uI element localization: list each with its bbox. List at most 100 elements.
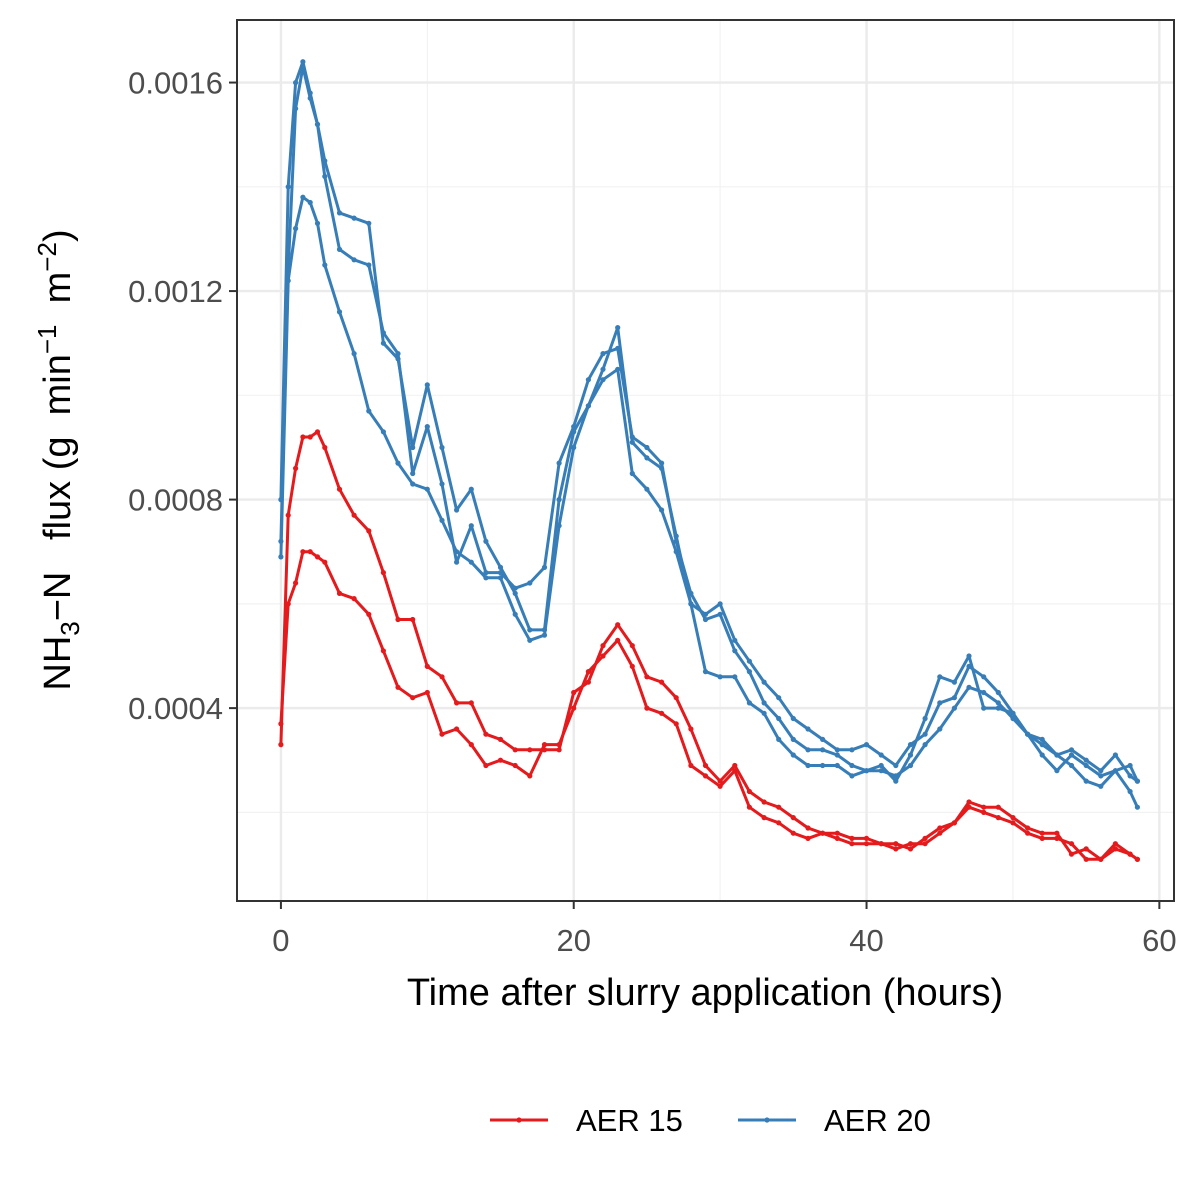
- data-point: [439, 481, 445, 487]
- data-point: [483, 762, 489, 769]
- data-point: [454, 700, 460, 706]
- data-point: [512, 747, 518, 753]
- data-point: [717, 601, 723, 607]
- data-point: [336, 309, 343, 315]
- data-point: [285, 601, 291, 607]
- y-tick-label: 0.0008: [128, 483, 223, 518]
- data-point: [380, 648, 386, 654]
- data-point: [995, 689, 1001, 696]
- data-point: [300, 549, 306, 555]
- data-point: [746, 700, 753, 706]
- data-point: [483, 575, 489, 581]
- data-point: [937, 700, 943, 706]
- data-point: [497, 570, 504, 576]
- data-point: [820, 830, 826, 836]
- data-point: [512, 590, 518, 597]
- data-point: [995, 705, 1001, 711]
- data-point: [644, 444, 650, 451]
- data-point: [863, 841, 870, 847]
- data-point: [585, 377, 592, 383]
- data-point: [629, 643, 635, 649]
- data-point: [483, 731, 489, 737]
- data-point: [1039, 835, 1045, 842]
- data-point: [1068, 841, 1075, 847]
- data-point: [1083, 778, 1089, 784]
- data-point: [834, 835, 840, 842]
- data-point: [995, 804, 1001, 810]
- data-point: [293, 80, 299, 86]
- data-point: [790, 752, 796, 758]
- data-point: [336, 486, 343, 492]
- data-point: [1039, 752, 1045, 758]
- data-point: [659, 710, 665, 716]
- data-point: [439, 731, 445, 737]
- data-point: [556, 742, 562, 748]
- data-point: [878, 768, 884, 774]
- legend-item-aer-20: AER 20: [738, 1103, 931, 1138]
- data-point: [717, 611, 723, 617]
- data-point: [702, 616, 709, 623]
- data-point: [761, 815, 767, 821]
- data-point: [966, 653, 972, 659]
- data-point: [1039, 830, 1045, 836]
- data-point: [307, 199, 313, 206]
- data-point: [556, 460, 562, 466]
- data-point: [1039, 736, 1045, 743]
- data-point: [395, 684, 401, 690]
- data-point: [278, 721, 284, 727]
- data-point: [717, 783, 723, 789]
- data-point: [717, 674, 723, 680]
- data-point: [981, 804, 987, 810]
- data-point: [995, 815, 1001, 821]
- data-point: [907, 846, 914, 852]
- data-point: [585, 403, 592, 409]
- y-axis-title-middle-2: m: [37, 272, 79, 325]
- data-point: [922, 731, 928, 737]
- data-point: [1068, 851, 1075, 857]
- data-point: [512, 585, 518, 591]
- data-point: [527, 747, 533, 753]
- legend-label-aer-15: AER 15: [576, 1103, 683, 1138]
- data-point: [1054, 830, 1060, 836]
- data-point: [556, 523, 562, 529]
- legend-key-point-aer-20: [764, 1117, 770, 1123]
- plot-panel-border: [236, 19, 1175, 902]
- y-axis-title: NH3−N flux (g min−1 m−2): [32, 229, 85, 690]
- data-point: [702, 762, 709, 769]
- data-point: [732, 762, 738, 769]
- y-axis-title-superscript-1: −1: [32, 324, 62, 354]
- data-point: [1098, 856, 1104, 862]
- data-point: [834, 762, 840, 769]
- data-point: [746, 804, 753, 810]
- data-point: [732, 637, 738, 643]
- grid-lines: [237, 20, 1174, 901]
- data-point: [863, 768, 870, 774]
- data-point: [1098, 783, 1104, 789]
- data-point: [527, 627, 533, 633]
- data-point: [278, 742, 284, 748]
- data-point: [805, 835, 811, 842]
- data-point: [322, 559, 328, 565]
- data-point: [395, 616, 401, 623]
- data-point: [336, 590, 343, 597]
- data-point: [527, 773, 533, 779]
- data-point: [424, 382, 430, 388]
- y-tick-label: 0.0016: [128, 66, 223, 101]
- data-point: [790, 830, 796, 836]
- data-point: [820, 736, 826, 743]
- y-axis-title-prefix: NH: [37, 636, 79, 691]
- data-point: [468, 559, 474, 565]
- data-point: [893, 846, 899, 852]
- data-point: [1134, 778, 1140, 784]
- data-point: [776, 695, 782, 701]
- data-point: [981, 705, 987, 711]
- data-point: [300, 194, 306, 200]
- data-point: [293, 106, 299, 112]
- data-point: [966, 804, 972, 810]
- data-point: [1083, 846, 1089, 852]
- data-point: [1010, 820, 1016, 826]
- data-point: [629, 470, 635, 477]
- data-point: [702, 773, 709, 779]
